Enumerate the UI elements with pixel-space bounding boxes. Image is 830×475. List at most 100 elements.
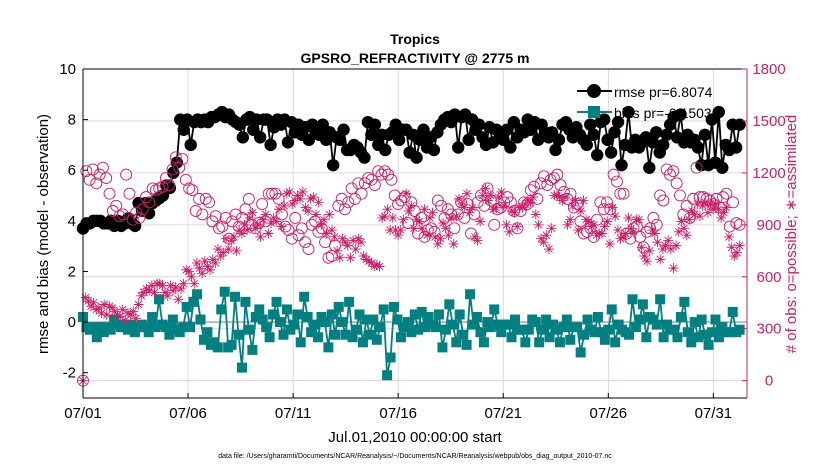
obs-possible-point	[378, 165, 391, 178]
obs-assimilated-point	[297, 186, 308, 197]
right-tick-label: 1200	[752, 165, 785, 182]
obs-assimilated-point	[641, 256, 652, 267]
obs-possible-point	[690, 161, 703, 174]
bias-point	[361, 314, 372, 325]
obs-assimilated-point	[551, 190, 562, 201]
obs-assimilated-point	[316, 219, 327, 230]
bias-point	[475, 327, 486, 338]
obs-assimilated-point	[607, 202, 618, 213]
obs-possible-point	[262, 187, 275, 200]
bias-point	[330, 329, 341, 340]
obs-assimilated-point	[292, 190, 303, 201]
rmse-point	[698, 128, 712, 141]
bias-point	[648, 314, 659, 325]
bias-point	[340, 329, 351, 340]
obs-assimilated-point	[626, 223, 637, 234]
obs-assimilated-point	[480, 183, 491, 194]
obs-assimilated-point	[334, 252, 345, 263]
obs-assimilated-point	[716, 212, 727, 223]
bias-point	[306, 327, 317, 338]
x-tick-label: 07/21	[484, 405, 522, 422]
obs-assimilated-point	[679, 223, 690, 234]
obs-possible-point	[103, 187, 116, 200]
left-tick-label: -2	[63, 365, 76, 382]
obs-assimilated-point	[175, 283, 186, 294]
bias-point	[195, 314, 206, 325]
obs-assimilated-point	[321, 228, 332, 239]
bias-point	[520, 337, 531, 348]
obs-assimilated-point	[493, 192, 504, 203]
obs-assimilated-point	[138, 287, 149, 298]
obs-assimilated-point	[453, 193, 464, 204]
series-rmse	[76, 105, 746, 235]
bias-point	[606, 304, 617, 315]
bias-point	[402, 317, 413, 328]
obs-assimilated-point	[634, 214, 645, 225]
obs-assimilated-point	[708, 204, 719, 215]
obs-assimilated-point	[663, 235, 674, 246]
obs-assimilated-point	[485, 190, 496, 201]
obs-assimilated-point	[676, 216, 687, 227]
obs-assimilated-point	[599, 221, 610, 232]
left-tick-label: 0	[68, 314, 76, 331]
obs-possible-point	[156, 180, 169, 193]
bias-point	[309, 319, 320, 330]
bias-point	[548, 319, 559, 330]
obs-assimilated-point	[255, 231, 266, 242]
rmse-line	[82, 110, 741, 229]
bias-point	[143, 327, 154, 338]
left-tick-label: 4	[68, 213, 76, 230]
obs-possible-point	[488, 218, 501, 231]
obs-assimilated-point	[414, 216, 425, 227]
obs-assimilated-point	[472, 235, 483, 246]
obs-assimilated-point	[684, 214, 695, 225]
bias-point	[240, 296, 251, 307]
obs-assimilated-point	[461, 188, 472, 199]
obs-possible-point	[199, 192, 212, 205]
chart-subtitle: GPSRO_REFRACTIVITY @ 2775 m	[301, 50, 530, 66]
obs-assimilated-point	[546, 223, 557, 234]
obs-possible-point	[186, 184, 199, 197]
obs-assimilated-point	[427, 207, 438, 218]
series-bias	[78, 286, 745, 381]
obs-assimilated-point	[218, 247, 229, 258]
bias-point	[147, 312, 158, 323]
obs-assimilated-point	[464, 207, 475, 218]
obs-assimilated-point	[673, 226, 684, 237]
rmse-point	[167, 166, 180, 179]
obs-possible-point	[163, 179, 176, 191]
obs-assimilated-point	[141, 283, 152, 294]
bias-point	[392, 314, 403, 325]
obs-assimilated-point	[273, 204, 284, 215]
obs-assimilated-point	[408, 223, 419, 234]
obs-possible-point	[528, 180, 540, 193]
bias-point	[447, 319, 458, 330]
obs-possible-point	[465, 227, 477, 240]
bias-point	[630, 322, 641, 333]
bias-point	[351, 324, 362, 335]
obs-assimilated-point	[300, 202, 311, 213]
obs-assimilated-point	[705, 199, 716, 210]
obs-assimilated-point	[329, 231, 340, 242]
obs-assimilated-point	[379, 211, 390, 222]
obs-assimilated-point	[403, 205, 414, 216]
bias-point	[385, 352, 396, 363]
obs-assimilated-point	[589, 219, 600, 230]
rmse-point	[326, 158, 340, 172]
obs-assimilated-point	[411, 214, 422, 225]
obs-assimilated-point	[467, 202, 478, 213]
bias-point	[236, 362, 247, 373]
obs-assimilated-point	[250, 223, 261, 234]
obs-assimilated-point	[649, 228, 660, 239]
obs-assimilated-point	[424, 212, 435, 223]
bias-point	[668, 324, 679, 335]
obs-assimilated-point	[618, 231, 629, 242]
rmse-point	[657, 138, 670, 152]
bias-point	[496, 327, 507, 338]
obs-assimilated-point	[734, 240, 745, 251]
obs-assimilated-point	[361, 254, 372, 265]
bias-point	[413, 324, 424, 335]
rmse-point	[643, 161, 656, 174]
x-tick-label: 07/06	[169, 405, 207, 422]
obs-assimilated-point	[228, 231, 239, 242]
